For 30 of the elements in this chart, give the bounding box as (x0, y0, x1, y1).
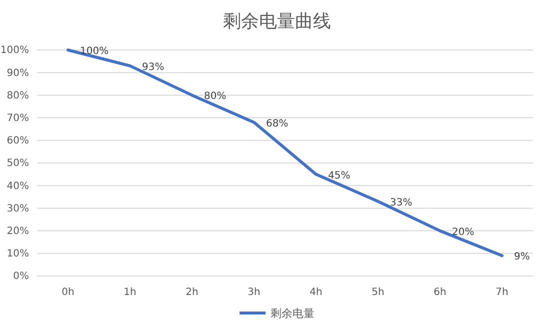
data-label: 93% (142, 62, 164, 73)
x-tick-label: 1h (124, 287, 136, 298)
x-tick-label: 6h (434, 287, 446, 298)
data-label: 68% (266, 118, 288, 130)
x-tick-label: 2h (186, 287, 198, 298)
chart-title: 剩余电量曲线 (223, 11, 331, 32)
y-tick-label: 0% (13, 271, 29, 282)
y-tick-label: 30% (6, 203, 29, 214)
data-label: 9% (514, 252, 530, 263)
y-tick-label: 90% (6, 68, 29, 79)
y-tick-label: 70% (6, 113, 29, 124)
data-label: 100% (80, 46, 109, 57)
data-label: 80% (204, 91, 226, 102)
x-tick-label: 7h (496, 287, 508, 298)
legend-label: 剩余电量 (270, 307, 314, 320)
x-tick-label: 0h (62, 287, 74, 298)
x-tick-label: 5h (372, 287, 384, 298)
y-tick-label: 20% (6, 226, 29, 237)
y-tick-label: 40% (6, 180, 29, 192)
x-tick-label: 3h (248, 287, 260, 298)
data-label: 33% (390, 197, 412, 208)
data-label: 20% (452, 226, 474, 238)
y-tick-label: 10% (6, 248, 29, 260)
y-tick-label: 50% (6, 158, 29, 170)
y-tick-label: 100% (0, 45, 29, 56)
data-label: 45% (328, 170, 350, 182)
line-series (66, 48, 504, 258)
x-tick-label: 4h (310, 287, 322, 298)
y-tick-label: 80% (6, 90, 29, 102)
y-tick-label: 60% (6, 136, 29, 147)
